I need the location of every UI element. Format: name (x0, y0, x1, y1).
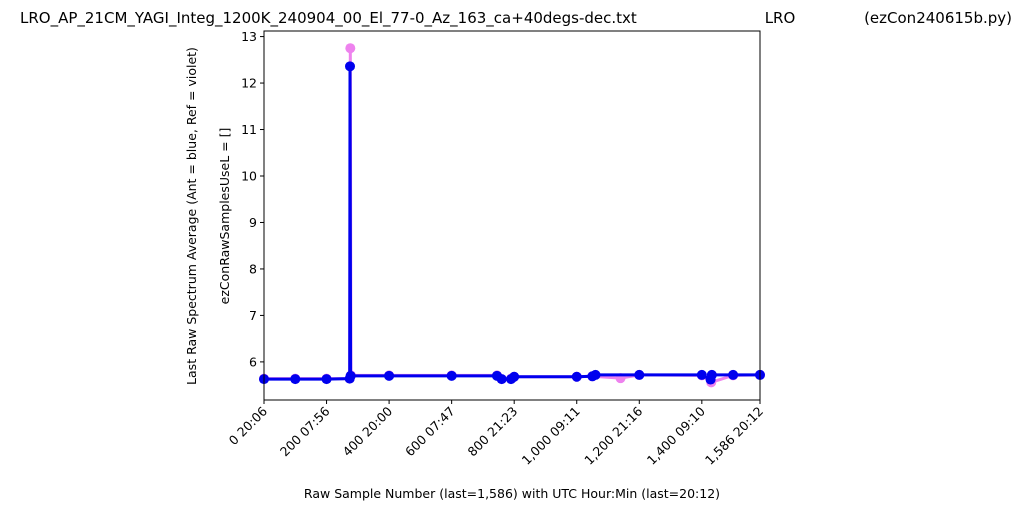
data-point (446, 370, 457, 381)
data-point (696, 369, 707, 380)
y-tick-label: 13 (241, 29, 257, 44)
data-point (590, 369, 601, 380)
data-point (345, 61, 356, 72)
y-tick-label: 8 (249, 261, 257, 276)
data-point (496, 374, 507, 385)
x-tick-label: 200 07:56 (277, 403, 333, 459)
x-tick-label: 0 20:06 (226, 403, 271, 448)
x-tick-label: 800 21:23 (465, 404, 521, 460)
chart-title-center: LRO (765, 9, 796, 27)
series-line (264, 66, 760, 382)
data-point (290, 374, 301, 385)
chart-title-right: (ezCon240615b.py) (864, 9, 1012, 27)
data-point (345, 370, 356, 381)
series-line (264, 48, 761, 385)
chart-title: LRO_AP_21CM_YAGI_Integ_1200K_240904_00_E… (20, 9, 637, 28)
x-tick-label: 400 20:00 (339, 403, 395, 459)
y-axis-label-2: ezConRawSamplesUseL = [] (217, 128, 232, 305)
y-axis-label: Last Raw Spectrum Average (Ant = blue, R… (184, 47, 199, 385)
data-point (706, 369, 717, 380)
x-axis-label: Raw Sample Number (last=1,586) with UTC … (304, 486, 720, 501)
data-point (509, 371, 520, 382)
y-tick-label: 9 (249, 215, 257, 230)
data-point (384, 370, 395, 381)
x-tick-label: 1,586 20:12 (702, 404, 766, 468)
plot-frame (263, 30, 761, 401)
x-tick-label: 1,200 21:16 (581, 403, 645, 467)
data-point (321, 374, 332, 385)
data-point (728, 369, 739, 380)
x-tick-label: 1,400 09:10 (644, 403, 708, 467)
data-point (345, 43, 356, 54)
y-tick-label: 12 (241, 76, 257, 91)
y-tick-label: 11 (241, 122, 257, 137)
x-tick-label: 600 07:47 (402, 404, 458, 460)
x-tick-label: 1,000 09:11 (519, 404, 583, 468)
y-tick-label: 10 (241, 168, 257, 183)
data-point (571, 371, 582, 382)
y-tick-label: 6 (249, 354, 257, 369)
y-tick-label: 7 (249, 308, 257, 323)
data-point (634, 369, 645, 380)
